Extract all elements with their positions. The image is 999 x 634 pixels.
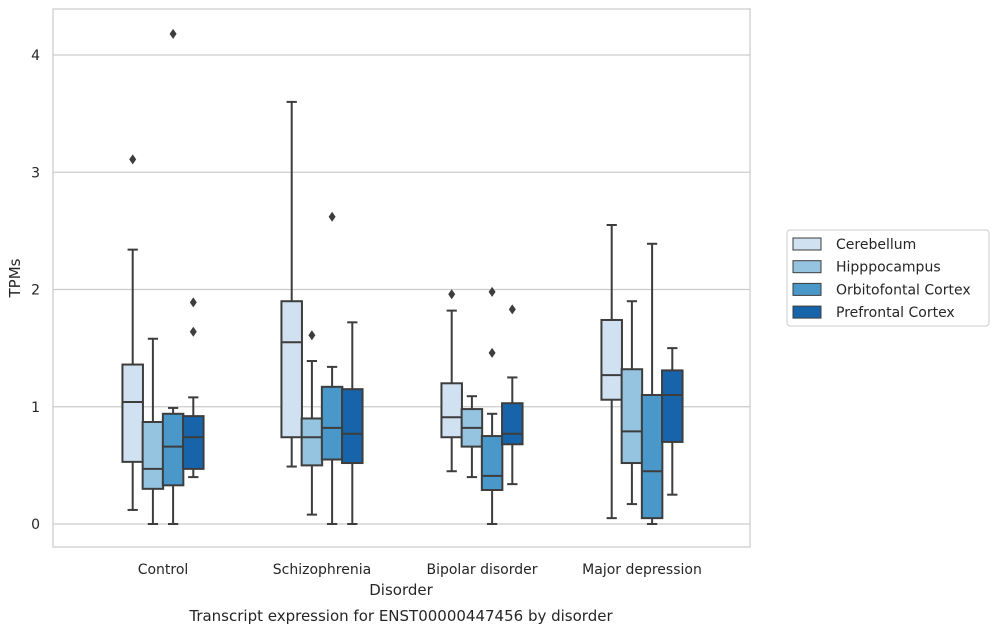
legend-label: Cerebellum [836,237,916,253]
box-group-schizophrenia [280,100,364,525]
box [341,388,364,465]
outlier-point [189,297,197,308]
box [501,402,524,446]
box [182,415,205,470]
y-tick-label: 0 [31,517,40,533]
y-tick-label: 4 [31,48,40,64]
box [640,394,664,520]
legend-label: Hipppocampus [836,260,941,276]
x-tick-labels: Control Schizophrenia Bipolar disorder Majo… [138,562,702,578]
outlier-point [448,289,456,300]
box [280,300,303,439]
legend-label: Prefrontal Cortex [836,305,955,321]
box [300,417,324,467]
y-tick-label: 2 [31,283,40,299]
outlier-point [508,304,516,315]
box [121,363,144,463]
plot-area [52,8,751,548]
box [141,420,165,490]
legend-frame [786,229,990,327]
legend-swatch [792,305,822,319]
x-axis-label: Disorder [369,581,433,599]
box-group-control [121,28,205,525]
outlier-point [488,286,496,297]
outlier-point [328,211,336,222]
box [620,368,644,465]
y-tick-labels: 0 1 2 3 4 [31,48,40,533]
box-group-bipolar-disorder [440,286,524,525]
x-tick-label: Major depression [582,562,702,578]
y-tick-label: 1 [31,400,40,416]
box [161,412,185,487]
x-tick-label: Bipolar disorder [426,562,537,578]
x-tick-label: Control [138,562,189,578]
legend-swatch [792,282,822,296]
outlier-point [308,330,316,341]
legend-swatch [792,260,822,274]
box [600,318,623,401]
outlier-point [488,347,496,358]
box [320,385,344,461]
x-tick-label: Schizophrenia [273,562,371,578]
legend-label: Orbitofontal Cortex [836,282,971,298]
outlier-point [169,28,177,39]
outlier-point [129,154,137,165]
legend: Cerebellum Hipppocampus Orbitofontal Corte… [786,229,990,327]
y-tick-label: 3 [31,165,40,181]
y-axis-label: TPMs [6,258,24,298]
box-groups [121,28,684,525]
legend-swatch [792,237,822,251]
box [661,369,684,443]
box-group-major-depression [600,224,684,525]
box [480,435,504,491]
chart-title: Transcript expression for ENST0000044745… [188,607,613,625]
box [440,382,463,439]
outlier-point [189,326,197,337]
